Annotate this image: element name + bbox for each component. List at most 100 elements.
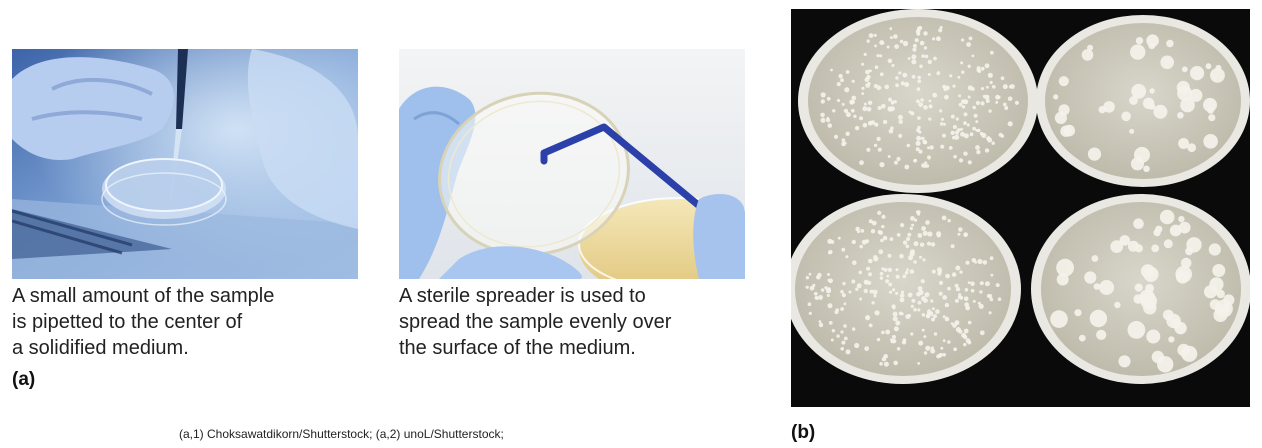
colony-dot <box>808 272 812 276</box>
colony-dot <box>886 45 890 49</box>
colony-dot <box>876 136 881 142</box>
colony-dot <box>1074 309 1082 317</box>
photo-agar-plates <box>791 9 1250 407</box>
colony-dot <box>1091 255 1099 262</box>
colony-dot <box>937 353 943 358</box>
colony-dot <box>984 94 990 100</box>
colony-dot <box>953 154 957 159</box>
colony-dot <box>1093 283 1101 290</box>
colony-dot <box>979 281 984 286</box>
colony-dot <box>860 229 865 233</box>
colony-dot <box>818 320 822 323</box>
colony-dot <box>845 255 849 259</box>
colony-dot <box>881 330 885 335</box>
colony-dot <box>980 66 985 71</box>
colony-dot <box>972 105 976 110</box>
colony-dot <box>820 117 826 123</box>
plate-top-right <box>1036 15 1250 187</box>
colony-dot <box>891 63 895 68</box>
colony-dot <box>939 122 944 126</box>
colony-dot <box>970 281 975 287</box>
colony-dot <box>963 342 967 347</box>
colony-dot <box>920 279 925 284</box>
colony-dot <box>898 133 903 138</box>
colony-dot <box>942 339 946 343</box>
colony-dot <box>966 42 971 47</box>
colony-dot <box>818 295 823 300</box>
colony-dot <box>927 73 931 76</box>
colony-dot <box>967 340 972 345</box>
colony-dot <box>868 323 873 328</box>
colony-dot <box>849 99 854 105</box>
colony-dot <box>1178 221 1191 234</box>
colony-dot <box>954 298 959 303</box>
colony-dot <box>904 82 910 87</box>
colony-dot <box>1159 209 1175 225</box>
colony-dot <box>949 74 953 78</box>
colony-dot <box>923 335 927 339</box>
colony-dot <box>837 236 841 240</box>
colony-dot <box>1216 289 1225 299</box>
colony-dot <box>1087 147 1102 161</box>
colony-dot <box>888 282 893 287</box>
colony-dot <box>1007 96 1013 101</box>
colony-dot <box>1181 66 1188 73</box>
colony-dot <box>859 244 863 249</box>
colony-dot <box>967 160 972 165</box>
colony-dot <box>893 360 898 366</box>
colony-dot <box>927 231 933 237</box>
colony-dot <box>879 271 884 276</box>
colony-dot <box>967 281 971 284</box>
colony-dot <box>926 155 932 160</box>
colony-dot <box>972 126 976 131</box>
colony-dot <box>947 340 951 344</box>
colony-dot <box>930 242 936 247</box>
colony-dot <box>905 314 911 320</box>
colony-dot <box>859 297 863 301</box>
colony-dot <box>924 54 929 59</box>
colony-dot <box>851 239 856 245</box>
colony-dot <box>895 291 899 295</box>
colony-dot <box>909 226 913 231</box>
colony-dot <box>908 255 913 261</box>
colony-dot <box>916 87 921 91</box>
colony-dot <box>843 302 847 306</box>
colony-dot <box>868 272 872 277</box>
colony-dot <box>834 310 839 315</box>
colony-dot <box>959 295 964 300</box>
colony-dot <box>977 69 982 73</box>
colony-dot <box>892 316 898 322</box>
colony-dot <box>881 267 885 271</box>
colony-dot <box>923 46 928 50</box>
colony-dot <box>963 112 968 117</box>
colony-dot <box>933 56 937 61</box>
colony-dot <box>1180 97 1195 113</box>
colony-dot <box>921 328 925 332</box>
colony-dot <box>841 102 845 106</box>
colony-dot <box>918 102 924 107</box>
colony-dot <box>887 58 893 64</box>
colony-dot <box>898 311 903 316</box>
colony-dot <box>805 276 810 280</box>
colony-dot <box>827 250 832 255</box>
colony-dot <box>861 92 865 95</box>
colony-dot <box>989 297 994 302</box>
colony-dot <box>907 57 911 60</box>
colony-dot <box>878 249 884 255</box>
colony-dot <box>865 69 870 75</box>
colony-dot <box>905 244 910 249</box>
colony-dot <box>1163 239 1173 249</box>
colony-dot <box>910 249 915 255</box>
colony-dot <box>963 133 969 139</box>
colony-dot <box>866 147 871 152</box>
colony-dot <box>820 288 825 292</box>
colony-dot <box>916 135 922 141</box>
colony-dot <box>965 305 970 311</box>
colony-dot <box>1178 215 1185 223</box>
colony-dot <box>968 36 973 41</box>
colony-dot <box>891 304 896 309</box>
caption-spreading: A sterile spreader is used to spread the… <box>399 283 671 361</box>
colony-dot <box>915 147 920 152</box>
colony-dot <box>1220 304 1230 314</box>
colony-dot <box>980 101 985 106</box>
